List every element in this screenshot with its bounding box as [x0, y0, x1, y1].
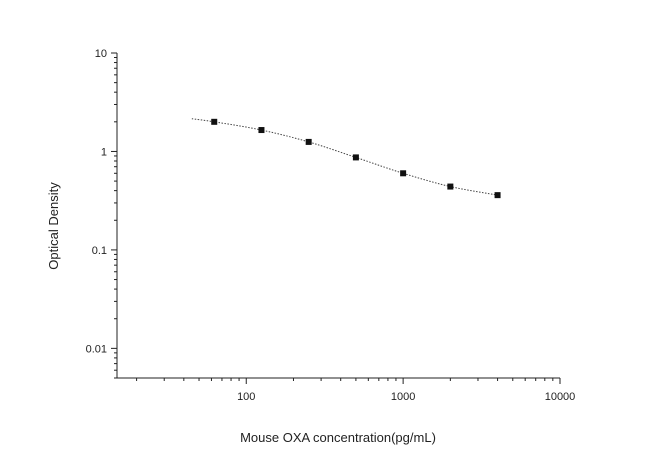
- data-point: [211, 118, 218, 125]
- data-points: [211, 118, 501, 199]
- fit-curve-layer: [191, 118, 498, 196]
- y-tick-label: 1: [101, 146, 107, 158]
- axes: 10 1 0.1 0.01 100 1000 10000: [86, 48, 576, 403]
- x-tick-label: 10000: [545, 391, 576, 403]
- x-axis-title: Mouse OXA concentration(pg/mL): [240, 430, 436, 445]
- data-point: [494, 192, 501, 199]
- data-point: [447, 183, 454, 190]
- x-tick-label: 1000: [391, 391, 415, 403]
- x-tick-label: 100: [237, 391, 255, 403]
- fit-curve: [191, 118, 498, 196]
- data-point: [258, 127, 265, 134]
- y-tick-label: 10: [95, 48, 107, 60]
- data-point: [352, 154, 359, 161]
- y-tick-label: 0.01: [86, 343, 107, 355]
- data-point: [305, 138, 312, 145]
- y-tick-label: 0.1: [92, 245, 107, 257]
- y-axis-title: Optical Density: [46, 182, 61, 270]
- data-point: [400, 170, 407, 177]
